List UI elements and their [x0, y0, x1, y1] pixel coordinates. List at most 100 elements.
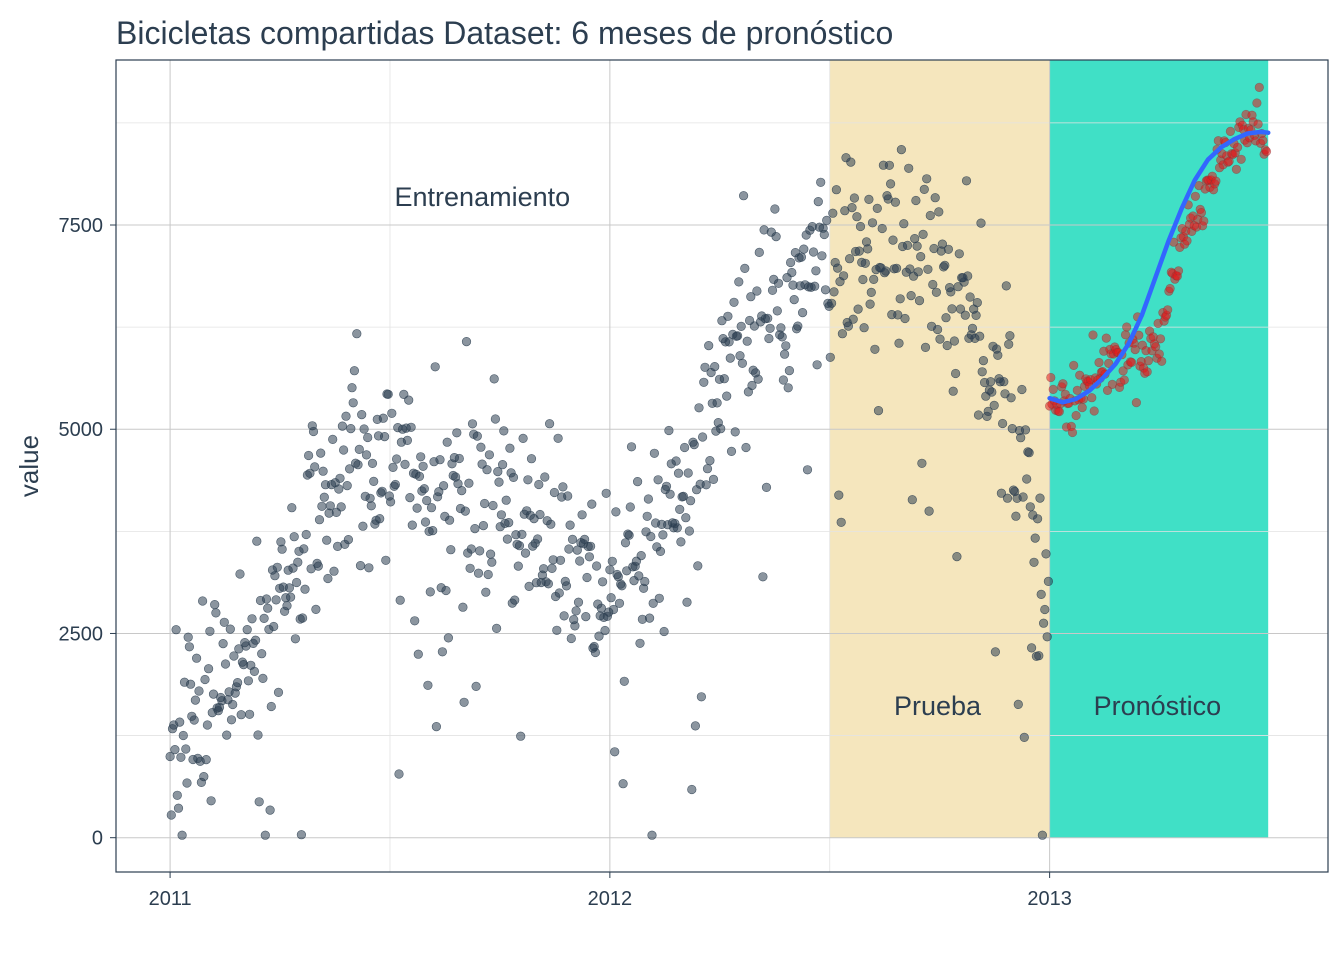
- forecast-point: [1258, 135, 1268, 146]
- actual-point: [220, 659, 231, 669]
- actual-point: [478, 520, 489, 531]
- actual-point: [740, 263, 750, 274]
- actual-point: [505, 443, 515, 453]
- actual-point: [200, 674, 210, 685]
- actual-point: [1019, 732, 1029, 743]
- actual-point: [172, 790, 182, 800]
- actual-point: [387, 408, 397, 418]
- actual-point: [960, 310, 970, 320]
- forecast-point: [1130, 345, 1140, 355]
- actual-point: [442, 437, 452, 447]
- forecast-point: [1077, 403, 1087, 413]
- actual-point: [328, 434, 338, 445]
- actual-point: [364, 563, 374, 573]
- actual-point: [873, 406, 884, 416]
- actual-point: [888, 235, 898, 245]
- actual-point: [336, 502, 346, 512]
- actual-point: [922, 174, 932, 184]
- x-tick-label: 2013: [1027, 888, 1072, 910]
- actual-point: [219, 617, 229, 627]
- actual-point: [610, 747, 620, 757]
- actual-point: [210, 599, 220, 610]
- actual-point: [1043, 576, 1053, 587]
- actual-point: [445, 515, 455, 525]
- actual-point: [596, 603, 607, 613]
- actual-point: [810, 281, 820, 291]
- actual-point: [1040, 604, 1050, 615]
- actual-point: [763, 313, 773, 323]
- actual-point: [538, 564, 549, 574]
- actual-point: [314, 515, 325, 525]
- actual-point: [812, 360, 822, 370]
- actual-point: [822, 215, 832, 225]
- actual-point: [247, 614, 257, 624]
- actual-point: [679, 442, 690, 453]
- forecast-point: [1155, 334, 1166, 344]
- actual-point: [492, 623, 502, 634]
- actual-point: [923, 264, 933, 274]
- actual-point: [484, 450, 495, 460]
- actual-point: [452, 428, 462, 438]
- actual-point: [747, 380, 757, 391]
- actual-point: [877, 223, 887, 234]
- actual-point: [684, 526, 695, 536]
- actual-point: [173, 803, 184, 813]
- actual-point: [946, 287, 956, 297]
- actual-point: [1018, 492, 1028, 502]
- actual-point: [967, 323, 978, 334]
- actual-point: [696, 692, 707, 702]
- actual-point: [746, 292, 756, 302]
- actual-point: [869, 274, 879, 285]
- actual-point: [816, 177, 826, 187]
- actual-point: [781, 341, 791, 351]
- actual-point: [1002, 493, 1013, 503]
- actual-point: [199, 771, 209, 782]
- forecast-point: [1211, 176, 1221, 186]
- actual-point: [954, 249, 964, 259]
- actual-point: [924, 506, 934, 516]
- forecast-point: [1253, 119, 1263, 129]
- actual-point: [640, 576, 650, 587]
- actual-point: [383, 389, 393, 399]
- actual-point: [251, 635, 261, 645]
- actual-point: [611, 507, 621, 517]
- forecast-point: [1122, 322, 1132, 332]
- actual-point: [773, 278, 784, 288]
- actual-point: [902, 240, 913, 250]
- actual-point: [394, 769, 404, 779]
- actual-point: [689, 440, 699, 450]
- actual-point: [349, 366, 360, 376]
- actual-point: [972, 298, 982, 308]
- actual-point: [317, 501, 327, 511]
- test-region: [829, 60, 1050, 838]
- actual-point: [735, 351, 745, 361]
- actual-point: [395, 595, 405, 605]
- actual-point: [600, 625, 610, 636]
- actual-point: [955, 304, 966, 314]
- actual-point: [672, 523, 682, 533]
- actual-point: [636, 550, 646, 561]
- actual-point: [183, 632, 193, 642]
- actual-point: [719, 374, 729, 384]
- actual-point: [378, 413, 388, 423]
- actual-point: [1016, 433, 1026, 443]
- y-tick-label: 7500: [59, 215, 104, 237]
- actual-point: [296, 830, 307, 840]
- actual-point: [590, 647, 601, 658]
- actual-point: [884, 160, 895, 170]
- actual-point: [277, 544, 287, 554]
- actual-point: [644, 613, 655, 623]
- actual-point: [848, 314, 858, 324]
- actual-point: [705, 456, 715, 466]
- actual-point: [722, 391, 732, 401]
- actual-point: [489, 374, 499, 384]
- forecast-point: [1119, 375, 1129, 385]
- actual-point: [907, 495, 917, 505]
- actual-point: [935, 334, 945, 344]
- actual-point: [738, 191, 749, 201]
- actual-point: [783, 383, 793, 393]
- actual-point: [292, 577, 302, 588]
- actual-point: [789, 295, 799, 305]
- actual-point: [1020, 425, 1031, 435]
- actual-point: [937, 239, 948, 249]
